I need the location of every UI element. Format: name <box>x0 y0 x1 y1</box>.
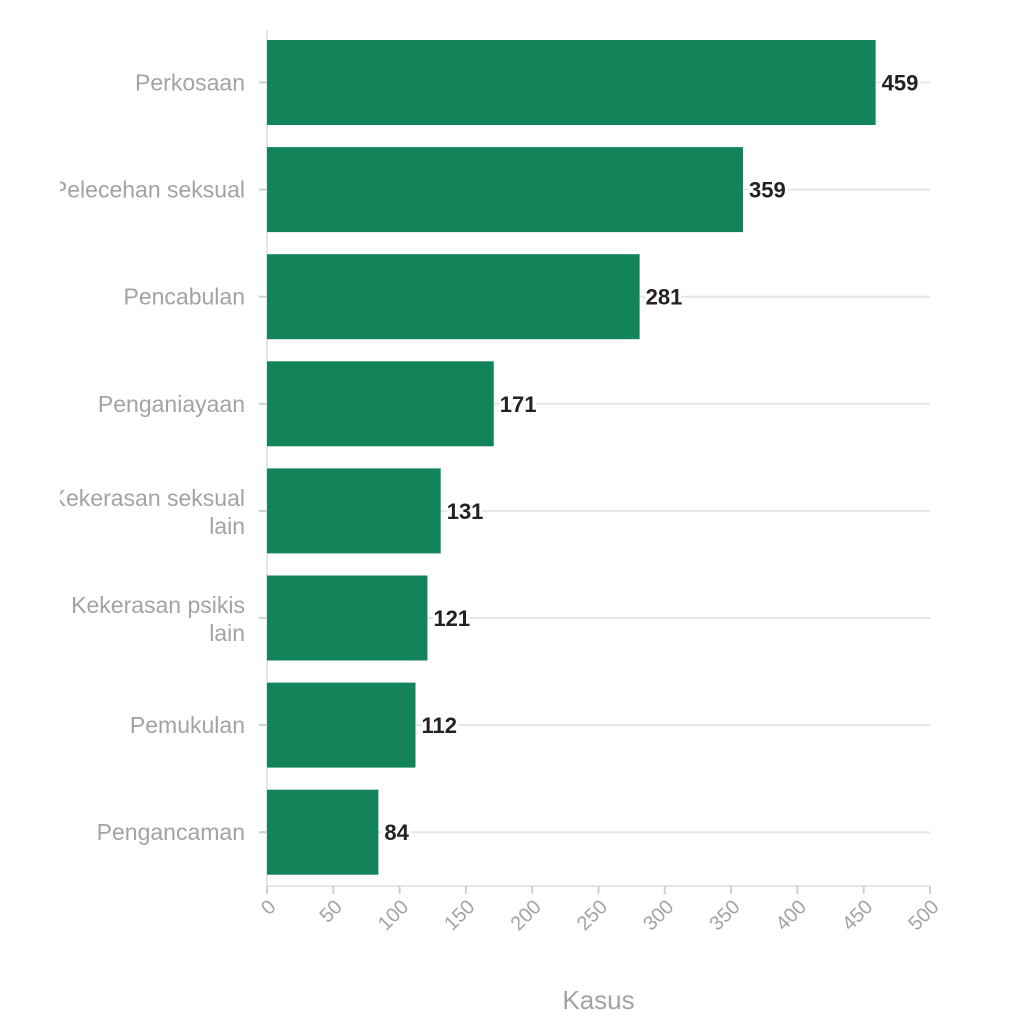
data-label: 131 <box>447 499 484 524</box>
data-label-halo: 121 <box>433 606 470 631</box>
data-label: 459 <box>882 71 919 96</box>
bar <box>267 147 744 233</box>
bar <box>267 254 640 340</box>
x-tick-label: 0 <box>257 896 280 919</box>
data-label-halo: 84 <box>384 820 409 845</box>
data-label-halo: 171 <box>500 392 537 417</box>
x-tick-label: 500 <box>904 896 943 935</box>
x-tick-label: 250 <box>573 896 612 935</box>
data-label-halo: 131 <box>447 499 484 524</box>
category-label: Kekerasan seksual lain <box>51 485 245 539</box>
category-label: Pemukulan <box>130 712 245 738</box>
data-label: 112 <box>422 713 458 738</box>
bar <box>267 468 441 554</box>
category-label: Kekerasan psikis lain <box>71 592 245 646</box>
x-axis-title: Kasus <box>562 985 634 1015</box>
category-label: Penganiayaan <box>98 391 245 417</box>
bar <box>267 40 876 125</box>
data-label: 171 <box>500 392 537 417</box>
x-tick-label: 200 <box>507 896 546 935</box>
bar <box>267 361 494 447</box>
x-tick-label: 450 <box>838 896 877 935</box>
category-label: Pencabulan <box>124 284 246 310</box>
x-tick-label: 350 <box>705 896 744 935</box>
data-label-halo: 112 <box>422 713 458 738</box>
data-label-halo: 281 <box>646 285 683 310</box>
data-label: 359 <box>749 178 786 203</box>
data-label: 121 <box>433 606 470 631</box>
bar <box>267 789 379 875</box>
data-label-halo: 359 <box>749 178 786 203</box>
x-tick-label: 100 <box>374 896 413 935</box>
data-label: 84 <box>384 820 409 845</box>
category-label: Pengancaman <box>97 819 245 845</box>
data-label-halo: 459 <box>882 71 919 96</box>
x-tick-label: 150 <box>440 896 479 935</box>
category-label: Perkosaan <box>135 70 245 96</box>
category-label: Pelecehan seksual <box>52 177 245 203</box>
bar <box>267 575 428 661</box>
bar <box>267 682 416 768</box>
x-tick-label: 400 <box>772 896 811 935</box>
x-tick-label: 50 <box>316 896 347 927</box>
x-tick-label: 300 <box>639 896 678 935</box>
data-label: 281 <box>646 285 683 310</box>
